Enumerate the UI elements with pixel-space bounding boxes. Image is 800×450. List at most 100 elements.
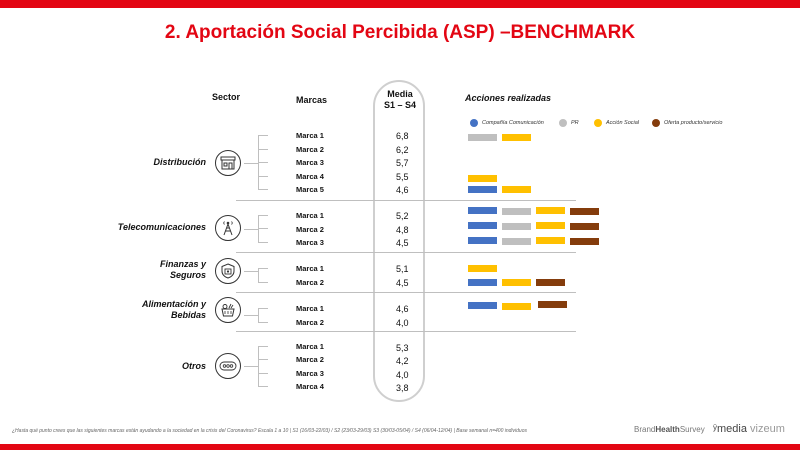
action-bar-oferta: [570, 223, 599, 230]
bracket-tick: [258, 135, 268, 136]
bracket-tick: [258, 373, 268, 374]
brand-value: 6,2: [396, 145, 409, 155]
header-media-line2: S1 – S4: [383, 100, 417, 110]
action-bar-accion-social: [536, 222, 565, 229]
bracket-tick: [258, 162, 268, 163]
action-bar-accion-social: [468, 175, 497, 182]
brand-name: Marca 1: [296, 131, 324, 140]
bracket-connector: [244, 163, 258, 164]
bottom-accent-bar: [0, 444, 800, 450]
legend-label-comunicacion: Compañía Comunicación: [482, 120, 544, 126]
sector-label-line1: Finanzas y: [159, 259, 206, 269]
logo-part: Brand: [634, 425, 656, 434]
brand-value: 4,0: [396, 370, 409, 380]
bracket-tick: [258, 268, 268, 269]
brand-value: 5,1: [396, 264, 409, 274]
sector-label-line1: Telecomunicaciones: [117, 222, 206, 232]
logo-part: Health: [655, 425, 680, 434]
action-bar-comunicacion: [468, 222, 497, 229]
logo-part: vizeum: [750, 423, 785, 435]
brand-value: 4,0: [396, 318, 409, 328]
action-bar-accion-social: [502, 134, 531, 141]
bracket-tick: [258, 386, 268, 387]
action-bar-comunicacion: [468, 279, 497, 286]
bracket-tick: [258, 149, 268, 150]
action-bar-oferta: [538, 301, 567, 308]
action-bar-oferta: [570, 208, 599, 215]
legend-dot-comunicacion: [470, 119, 478, 127]
sector-label: Telecomunicaciones: [110, 222, 206, 233]
action-bar-comunicacion: [468, 186, 497, 193]
action-bar-accion-social: [502, 303, 531, 310]
brand-value: 6,8: [396, 131, 409, 141]
brand-value: 5,3: [396, 343, 409, 353]
logo-part: Survey: [679, 425, 705, 434]
bracket-line: [258, 346, 259, 386]
bracket-connector: [244, 229, 258, 230]
sector-separator: [236, 292, 576, 293]
legend-dot-accion-social: [594, 119, 602, 127]
brand-value: 4,8: [396, 225, 409, 235]
action-bar-accion-social: [536, 207, 565, 214]
store-icon: [215, 150, 241, 176]
sector-label-line2: Seguros: [169, 270, 206, 280]
action-bar-accion-social: [502, 186, 531, 193]
action-bar-oferta: [570, 238, 599, 245]
bracket-tick: [258, 228, 268, 229]
brand-name: Marca 2: [296, 278, 324, 287]
bracket-tick: [258, 176, 268, 177]
brand-name: Marca 1: [296, 211, 324, 220]
sector-label: Distribución: [110, 157, 206, 168]
legend-label-accion-social: Acción Social: [606, 120, 640, 126]
sector-label: Otros: [110, 361, 206, 372]
bracket-connector: [244, 271, 258, 272]
sector-label: Alimentación y Bebidas: [110, 299, 206, 321]
action-bar-oferta: [536, 279, 565, 286]
brand-value: 4,2: [396, 356, 409, 366]
bracket-tick: [258, 346, 268, 347]
brand-value: 5,5: [396, 172, 409, 182]
logo-part: media: [717, 423, 747, 435]
bracket-connector: [244, 315, 258, 316]
top-accent-bar: [0, 0, 800, 8]
brand-name: Marca 1: [296, 342, 324, 351]
brand-value: 4,6: [396, 185, 409, 195]
header-sector: Sector: [212, 92, 241, 102]
brand-name: Marca 2: [296, 355, 324, 364]
brand-value: 5,7: [396, 158, 409, 168]
sector-separator: [236, 252, 576, 253]
legend-dot-pr: [559, 119, 567, 127]
action-bar-accion-social: [536, 237, 565, 244]
brand-name: Marca 3: [296, 369, 324, 378]
action-bar-pr: [502, 208, 531, 215]
brand-name: Marca 1: [296, 304, 324, 313]
legend-label-oferta: Oferta producto/servicio: [664, 120, 723, 126]
page-title: 2. Aportación Social Percibida (ASP) –BE…: [164, 22, 636, 43]
brand-value: 4,5: [396, 238, 409, 248]
bracket-tick: [258, 189, 268, 190]
brand-name: Marca 3: [296, 158, 324, 167]
brand-value: 4,5: [396, 278, 409, 288]
brand-name: Marca 3: [296, 238, 324, 247]
bracket-tick: [258, 308, 268, 309]
action-bar-comunicacion: [468, 207, 497, 214]
more-dots-icon: [215, 353, 241, 379]
brand-name: Marca 5: [296, 185, 324, 194]
action-bar-pr: [468, 134, 497, 141]
sector-label-line1: Otros: [181, 361, 206, 371]
brand-name: Marca 4: [296, 172, 324, 181]
brand-value: 5,2: [396, 211, 409, 221]
action-bar-pr: [502, 223, 531, 230]
action-bar-accion-social: [502, 279, 531, 286]
legend-dot-oferta: [652, 119, 660, 127]
media-column-frame: [373, 80, 425, 402]
sector-label: Finanzas y Seguros: [110, 259, 206, 281]
sector-separator: [236, 331, 576, 332]
brand-name: Marca 4: [296, 382, 324, 391]
action-bar-comunicacion: [468, 302, 497, 309]
bracket-tick: [258, 322, 268, 323]
brand-name: Marca 2: [296, 318, 324, 327]
header-media-line1: Media: [387, 89, 413, 99]
brandhealthsurvey-logo: BrandHealthSurvey: [634, 425, 705, 434]
bracket-tick: [258, 215, 268, 216]
